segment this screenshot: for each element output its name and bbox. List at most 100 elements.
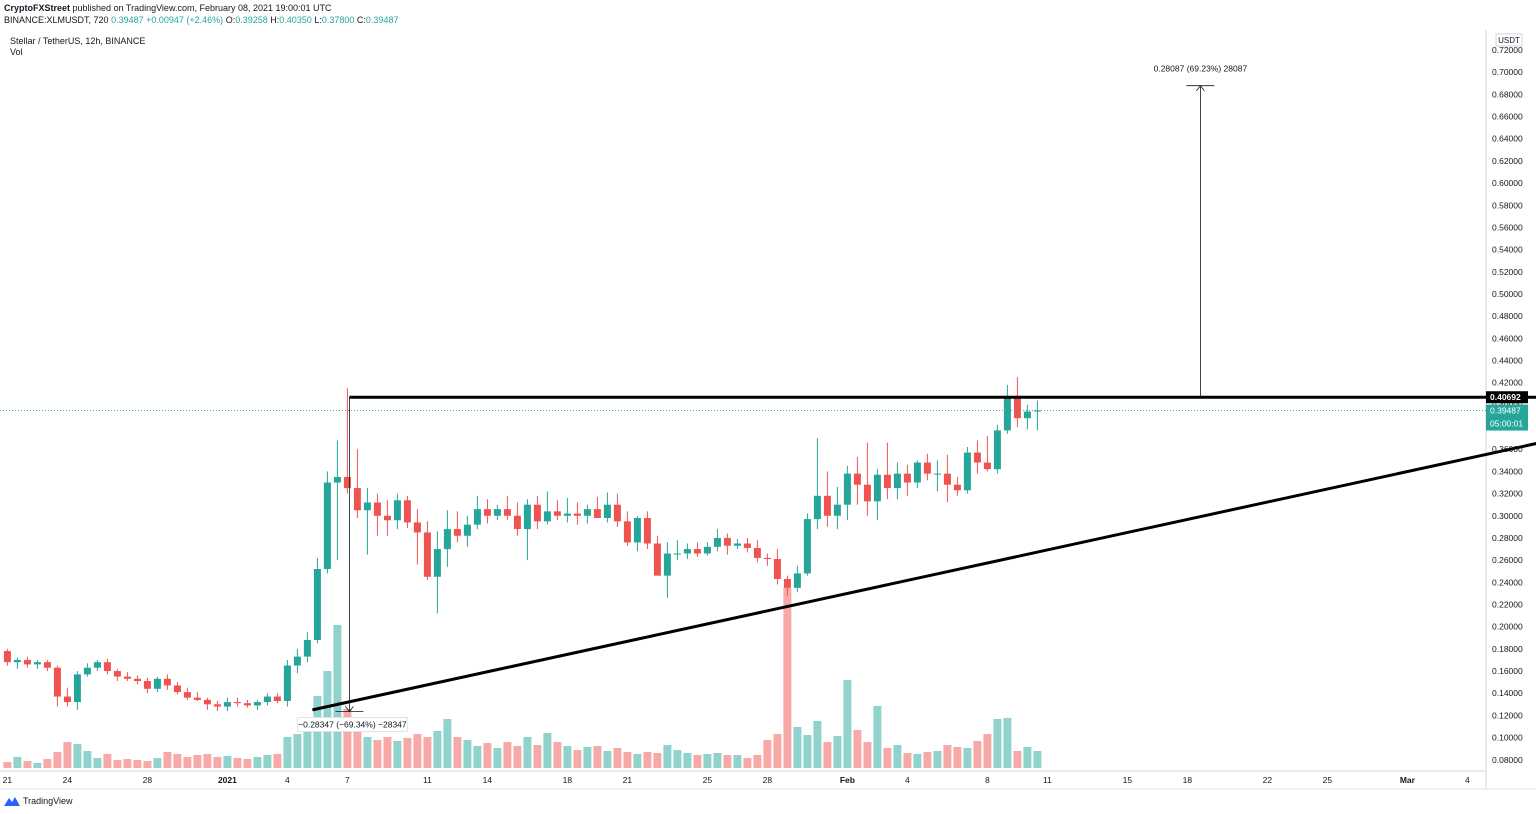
- volume-bar: [833, 736, 842, 768]
- candle-body: [933, 473, 941, 475]
- volume-bar: [553, 742, 562, 768]
- volume-bar: [793, 727, 802, 768]
- candle-body: [103, 662, 111, 672]
- volume-bar: [863, 742, 872, 768]
- last-price-box: [1486, 404, 1528, 431]
- candle-body: [563, 513, 571, 516]
- time-tick-label: 18: [1183, 775, 1193, 785]
- candle-body: [193, 697, 201, 700]
- candle-body: [673, 553, 681, 555]
- candle-body: [833, 504, 841, 516]
- volume-bar: [133, 760, 142, 768]
- price-tick-label: 0.50000: [1492, 289, 1523, 299]
- last-value: 0.39487: [111, 15, 144, 25]
- candle-body: [123, 676, 131, 679]
- candle-body: [1033, 410, 1041, 412]
- candle-body: [3, 651, 11, 663]
- volume-bar: [713, 753, 722, 768]
- candle-body: [683, 549, 691, 554]
- candle-body: [533, 504, 541, 522]
- candle-body: [573, 513, 581, 516]
- time-tick-label: 7: [345, 775, 350, 785]
- candle-body: [43, 662, 51, 668]
- candle-body: [483, 509, 491, 516]
- price-tick-label: 0.42000: [1492, 378, 1523, 388]
- volume-bar: [593, 746, 602, 768]
- candle-body: [953, 484, 961, 491]
- candle-body: [303, 639, 311, 657]
- candle-body: [843, 473, 851, 505]
- candle-body: [733, 543, 741, 546]
- volume-bar: [263, 755, 272, 768]
- candle-body: [173, 685, 181, 693]
- candle-body: [453, 529, 461, 536]
- candle-body: [783, 578, 791, 588]
- candle-body: [643, 517, 651, 544]
- volume-bar: [303, 729, 312, 768]
- volume-bar: [523, 737, 532, 768]
- volume-bar: [483, 743, 492, 768]
- time-tick-label: 11: [1043, 775, 1052, 785]
- candle-body: [503, 509, 511, 516]
- volume-bar: [963, 748, 972, 768]
- price-tick-label: 0.08000: [1492, 755, 1523, 765]
- close-value: 0.39487: [365, 15, 399, 25]
- volume-bar: [43, 759, 52, 768]
- candle-body: [73, 674, 81, 703]
- close-label: C:: [356, 15, 366, 25]
- volume-bar: [83, 751, 92, 768]
- candle-body: [93, 662, 101, 668]
- price-tick-label: 0.24000: [1492, 577, 1523, 587]
- publisher-name[interactable]: CryptoFXStreet: [4, 3, 71, 13]
- candle-body: [33, 662, 41, 665]
- volume-bar: [673, 750, 682, 768]
- volume-bar: [953, 747, 962, 768]
- volume-bar: [223, 756, 232, 768]
- volume-bar: [243, 759, 252, 768]
- volume-bar: [533, 745, 542, 768]
- price-tick-label: 0.16000: [1492, 666, 1523, 676]
- volume-bar: [213, 757, 222, 768]
- candle-body: [443, 529, 451, 550]
- candle-body: [333, 476, 341, 483]
- volume-bar: [493, 748, 502, 768]
- price-tick-label: 0.10000: [1492, 733, 1523, 743]
- volume-bar: [103, 754, 112, 768]
- price-tick-label: 0.30000: [1492, 511, 1523, 521]
- time-tick-label: 21: [3, 775, 13, 785]
- candle-body: [423, 532, 431, 577]
- time-tick-label: 2021: [218, 775, 237, 785]
- candle-body: [553, 511, 561, 516]
- candle-body: [663, 553, 671, 576]
- volume-bar: [113, 760, 122, 768]
- candle-body: [583, 509, 591, 516]
- volume-legend[interactable]: Vol: [10, 47, 23, 57]
- currency-label: USDT: [1498, 36, 1520, 45]
- candle-body: [53, 667, 61, 697]
- price-tick-label: 0.18000: [1492, 644, 1523, 654]
- candle-body: [493, 509, 501, 516]
- candle-body: [13, 659, 21, 663]
- time-tick-label: 8: [985, 775, 990, 785]
- low-label: L:: [314, 15, 322, 25]
- price-tick-label: 0.70000: [1492, 67, 1523, 77]
- candle-body: [753, 547, 761, 558]
- volume-bar: [643, 752, 652, 768]
- volume-bar: [333, 625, 342, 768]
- candle-body: [923, 462, 931, 474]
- volume-bar: [1033, 751, 1042, 768]
- volume-bar: [143, 761, 152, 768]
- tradingview-footer[interactable]: TradingView: [4, 795, 73, 807]
- time-tick-label: 25: [1323, 775, 1333, 785]
- candle-body: [613, 504, 621, 522]
- price-tick-label: 0.62000: [1492, 156, 1523, 166]
- volume-bar: [393, 741, 402, 768]
- volume-bar: [823, 742, 832, 768]
- volume-bar: [763, 740, 772, 768]
- volume-bar: [573, 750, 582, 768]
- published-text: published on TradingView.com, February 0…: [72, 3, 332, 13]
- series-legend[interactable]: Stellar / TetherUS, 12h, BINANCE: [10, 36, 146, 46]
- candle-body: [853, 473, 861, 485]
- candle-body: [713, 537, 721, 547]
